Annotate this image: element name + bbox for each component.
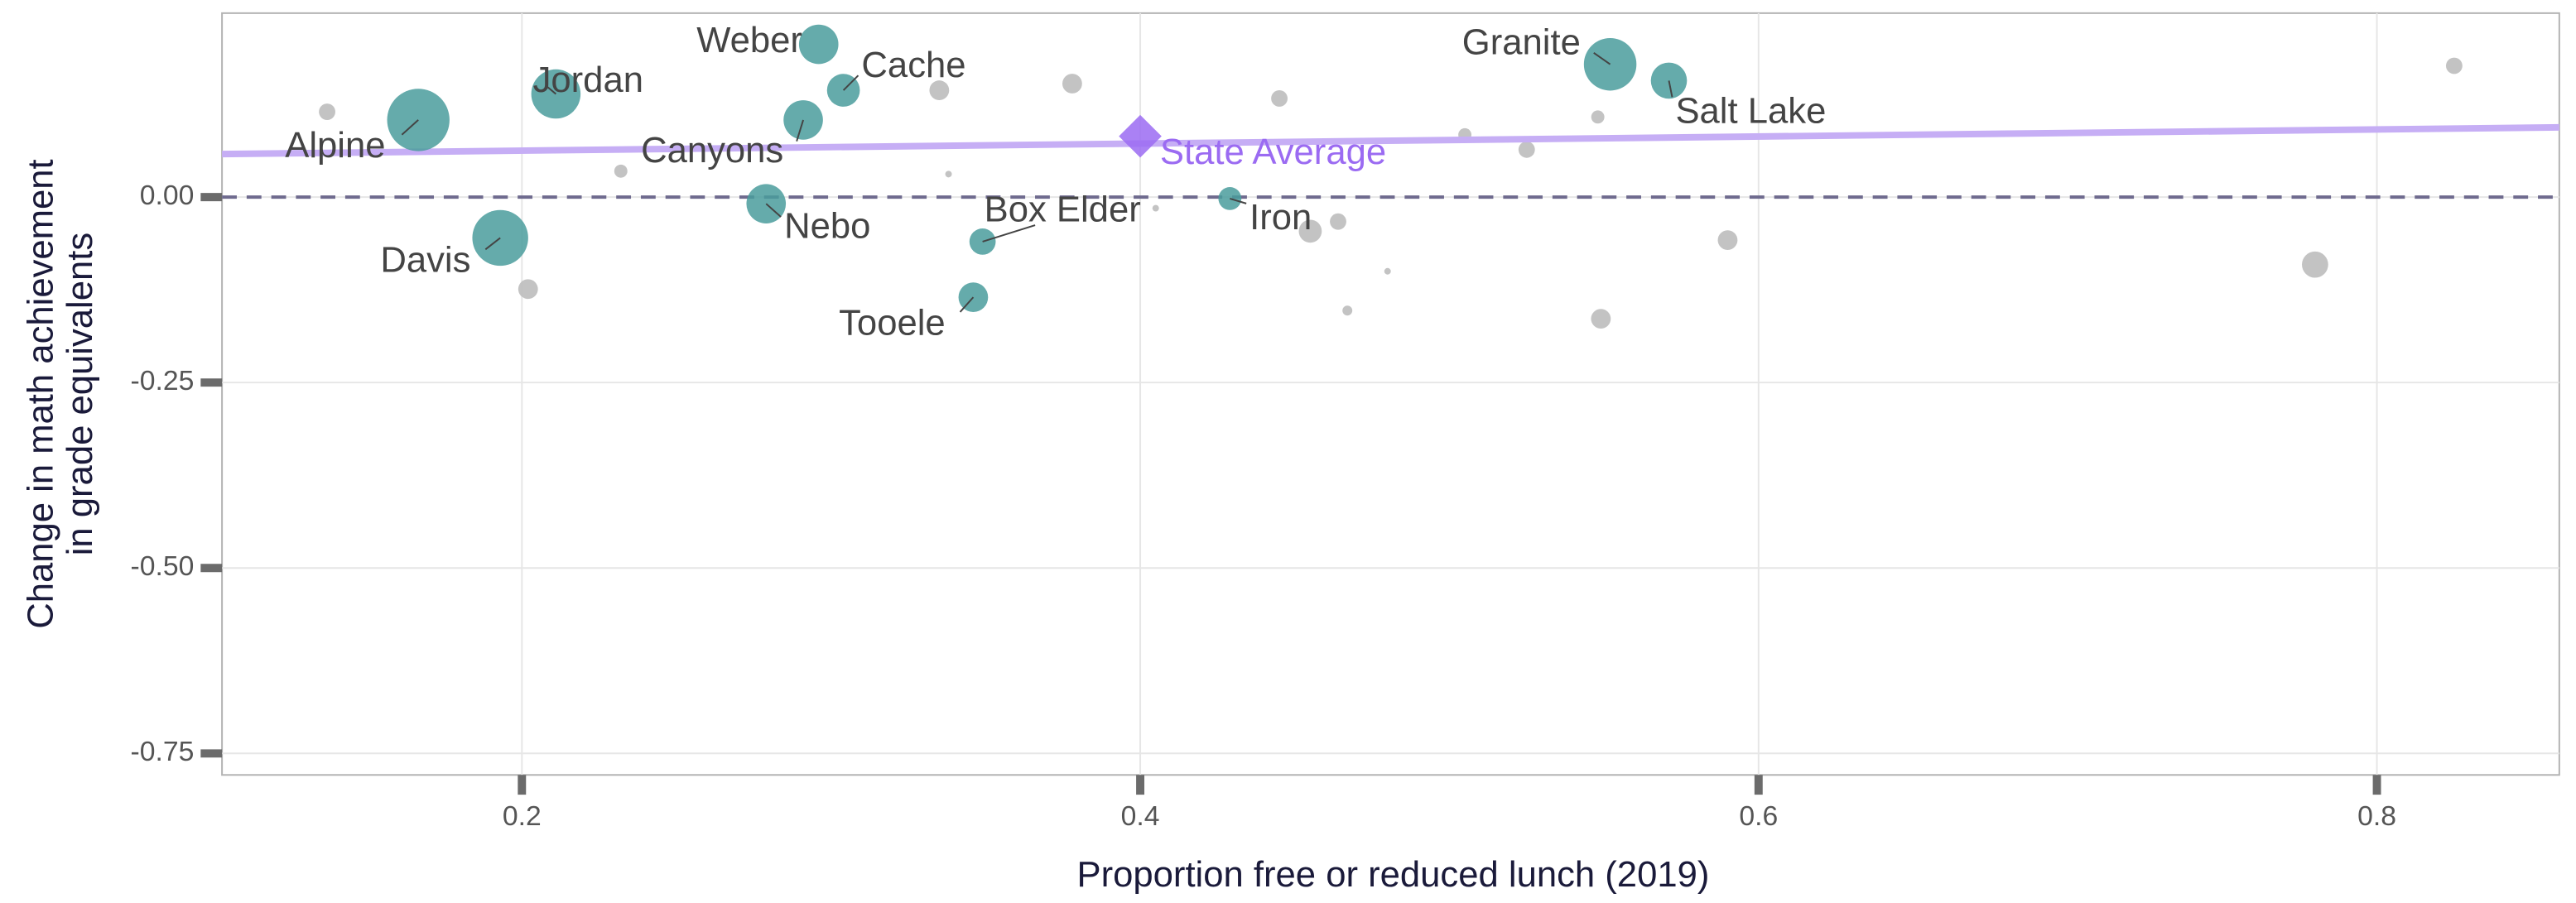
leader-line <box>401 119 419 136</box>
leader-line <box>842 74 859 91</box>
bubble <box>1152 204 1159 212</box>
leader-line <box>765 203 782 218</box>
trend-line <box>222 123 2559 158</box>
x-tick-label: 0.4 <box>1121 800 1160 832</box>
leader-line <box>982 224 1036 243</box>
bubble <box>1384 267 1391 275</box>
bubble <box>929 80 950 100</box>
x-tick-label: 0.2 <box>503 800 542 832</box>
y-axis-title: in grade equivalents <box>60 233 100 555</box>
point-label: Nebo <box>784 205 870 246</box>
leader-line <box>1668 80 1673 98</box>
leader-line <box>484 237 501 251</box>
bubble <box>614 164 628 178</box>
state-average-label: State Average <box>1160 132 1386 172</box>
point-label: Jordan <box>533 60 643 100</box>
point-label: Davis <box>380 240 470 281</box>
bubble <box>2301 251 2328 278</box>
leader-line <box>796 119 805 142</box>
point-label: Alpine <box>285 125 385 166</box>
point-label: Box Elder <box>985 190 1141 230</box>
point-label: Tooele <box>839 302 946 343</box>
y-axis-title: Change in math achievement <box>20 159 60 628</box>
point-label: Iron <box>1249 197 1312 238</box>
leader-line <box>1593 52 1611 65</box>
point-label: Cache <box>861 45 965 85</box>
bubble <box>1591 110 1605 124</box>
bubble <box>783 100 823 140</box>
y-tick-label: -0.75 <box>131 736 195 767</box>
bubble <box>1330 213 1346 230</box>
bubble <box>1717 230 1738 251</box>
plot-panel <box>221 12 2560 776</box>
bubble <box>1518 141 1535 158</box>
point-label: Weber <box>696 20 802 60</box>
bubble <box>945 171 952 178</box>
bubble <box>2445 57 2463 74</box>
y-tick-label: 0.00 <box>140 180 195 211</box>
x-axis-title: Proportion free or reduced lunch (2019) <box>1077 854 1710 895</box>
state-average-marker <box>1119 114 1162 158</box>
bubble <box>1062 74 1082 94</box>
y-tick-label: -0.50 <box>131 550 195 582</box>
point-label: Canyons <box>641 130 783 171</box>
bubble <box>319 103 335 120</box>
bubble <box>518 279 538 300</box>
y-tick-label: -0.25 <box>131 365 195 396</box>
leader-line <box>545 84 556 95</box>
bubble <box>1298 219 1322 243</box>
x-tick-label: 0.8 <box>2357 800 2396 832</box>
leader-line <box>1230 197 1247 204</box>
x-tick-label: 0.6 <box>1739 800 1778 832</box>
leader-line <box>959 296 975 313</box>
bubble <box>472 209 528 267</box>
bubble <box>1342 305 1353 316</box>
bubble <box>1591 309 1611 329</box>
bubble <box>1271 90 1288 107</box>
point-label: Granite <box>1462 22 1581 62</box>
point-label: Salt Lake <box>1675 91 1826 132</box>
bubble <box>798 24 839 65</box>
